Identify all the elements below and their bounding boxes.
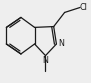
Text: Cl: Cl xyxy=(80,3,88,12)
Text: N: N xyxy=(58,40,64,48)
Text: N: N xyxy=(42,56,48,65)
